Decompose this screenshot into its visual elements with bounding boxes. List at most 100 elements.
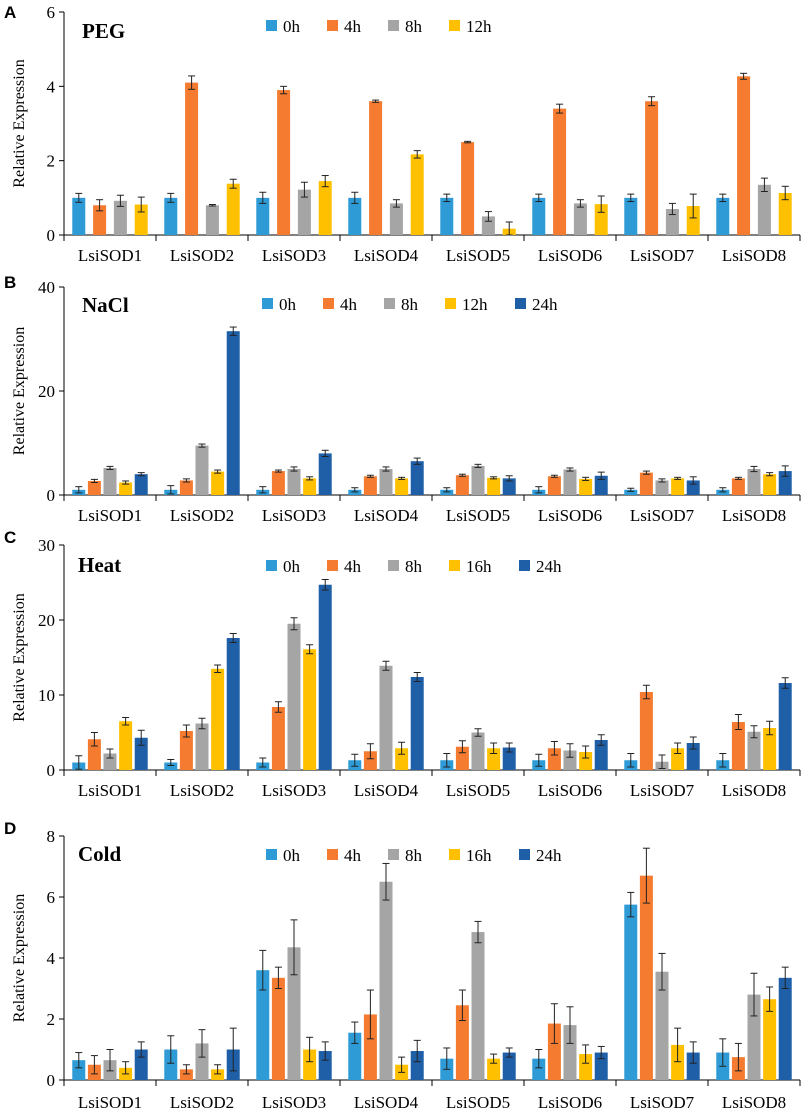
legend-swatch: [388, 20, 399, 31]
bar: [553, 108, 567, 235]
bar: [471, 932, 485, 1080]
x-category-label: LsiSOD5: [446, 246, 510, 265]
legend-entry: 24h: [536, 557, 562, 576]
bar: [731, 478, 745, 495]
bar: [195, 1043, 209, 1080]
bar: [502, 1052, 516, 1080]
bar: [624, 904, 638, 1080]
bar: [395, 748, 409, 770]
bar: [410, 461, 424, 495]
x-category-label: LsiSOD2: [170, 246, 234, 265]
bar: [502, 478, 516, 495]
bar: [624, 197, 638, 235]
bar: [671, 1044, 685, 1080]
bar: [763, 728, 777, 770]
bar: [487, 1058, 501, 1080]
panel-letter: C: [4, 528, 16, 547]
bar: [271, 977, 285, 1080]
bar: [348, 197, 362, 235]
bar: [195, 445, 209, 495]
panel-title: Heat: [78, 553, 121, 577]
bar: [532, 1058, 546, 1080]
y-axis-label: Relative Expression: [11, 59, 28, 187]
x-category-label: LsiSOD7: [630, 246, 695, 265]
legend-swatch: [519, 849, 530, 860]
bar: [303, 478, 317, 495]
legend-swatch: [384, 298, 395, 309]
bar: [747, 469, 761, 495]
legend-entry: 12h: [466, 17, 492, 36]
x-category-label: LsiSOD7: [630, 781, 695, 800]
bar: [410, 154, 424, 235]
y-tick-label: 10: [38, 686, 55, 705]
y-tick-label: 4: [47, 949, 56, 968]
bar: [763, 999, 777, 1080]
bar: [579, 752, 593, 770]
legend-entry: 8h: [405, 846, 423, 865]
bar: [747, 731, 761, 770]
bar: [164, 1049, 178, 1080]
bar: [103, 467, 117, 495]
bar: [379, 469, 393, 495]
bar: [179, 1069, 193, 1080]
x-category-label: LsiSOD7: [630, 506, 695, 525]
bar: [211, 471, 225, 495]
legend-swatch: [388, 849, 399, 860]
legend-entry: 12h: [462, 295, 488, 314]
bar: [277, 90, 291, 235]
x-category-label: LsiSOD8: [722, 1093, 786, 1112]
legend: 0h 4h 8h 12h: [266, 17, 492, 36]
bar: [410, 1051, 424, 1080]
bar: [440, 489, 454, 495]
bar: [716, 489, 730, 495]
bar: [185, 82, 199, 235]
legend-entry: 8h: [401, 295, 419, 314]
bar: [256, 970, 270, 1080]
bar: [655, 480, 669, 495]
x-category-label: LsiSOD1: [78, 781, 142, 800]
bar: [87, 739, 101, 770]
legend-swatch: [266, 849, 277, 860]
legend-swatch: [515, 298, 526, 309]
legend-swatch: [327, 20, 338, 31]
bar: [389, 203, 403, 235]
bar: [348, 489, 362, 495]
bar: [318, 453, 332, 495]
bar: [410, 677, 424, 770]
x-category-label: LsiSOD3: [262, 246, 326, 265]
bar: [179, 731, 193, 770]
bar: [594, 740, 608, 770]
x-category-label: LsiSOD1: [78, 506, 142, 525]
y-tick-label: 0: [47, 486, 56, 505]
legend-entry: 8h: [405, 17, 423, 36]
x-category-label: LsiSOD6: [538, 781, 602, 800]
legend-entry: 4h: [344, 557, 362, 576]
x-category-label: LsiSOD3: [262, 781, 326, 800]
bar: [119, 482, 133, 495]
legend-entry: 4h: [344, 17, 362, 36]
legend-entry: 24h: [536, 846, 562, 865]
legend-swatch: [327, 560, 338, 571]
x-category-label: LsiSOD1: [78, 246, 142, 265]
bar: [395, 478, 409, 495]
legend-entry: 0h: [283, 17, 301, 36]
panel-title: PEG: [82, 19, 125, 43]
bar: [547, 748, 561, 770]
legend-swatch: [266, 560, 277, 571]
bar: [502, 747, 516, 770]
y-tick-label: 20: [38, 382, 55, 401]
bar: [287, 947, 301, 1080]
bar: [303, 1049, 317, 1080]
bar: [287, 623, 301, 770]
panel-a: A PEG 0 2 4 6 Relative Expression LsiSOD1 LsiSOD…: [4, 3, 801, 265]
x-category-label: LsiSOD4: [354, 506, 419, 525]
bar: [195, 723, 209, 770]
y-axis-label: Relative Expression: [11, 327, 28, 455]
bar: [134, 474, 148, 495]
bar: [113, 200, 127, 235]
bar: [594, 475, 608, 495]
bar: [655, 971, 669, 1080]
y-axis-label: Relative Expression: [11, 894, 28, 1022]
bar: [547, 1023, 561, 1080]
bar: [363, 751, 377, 770]
